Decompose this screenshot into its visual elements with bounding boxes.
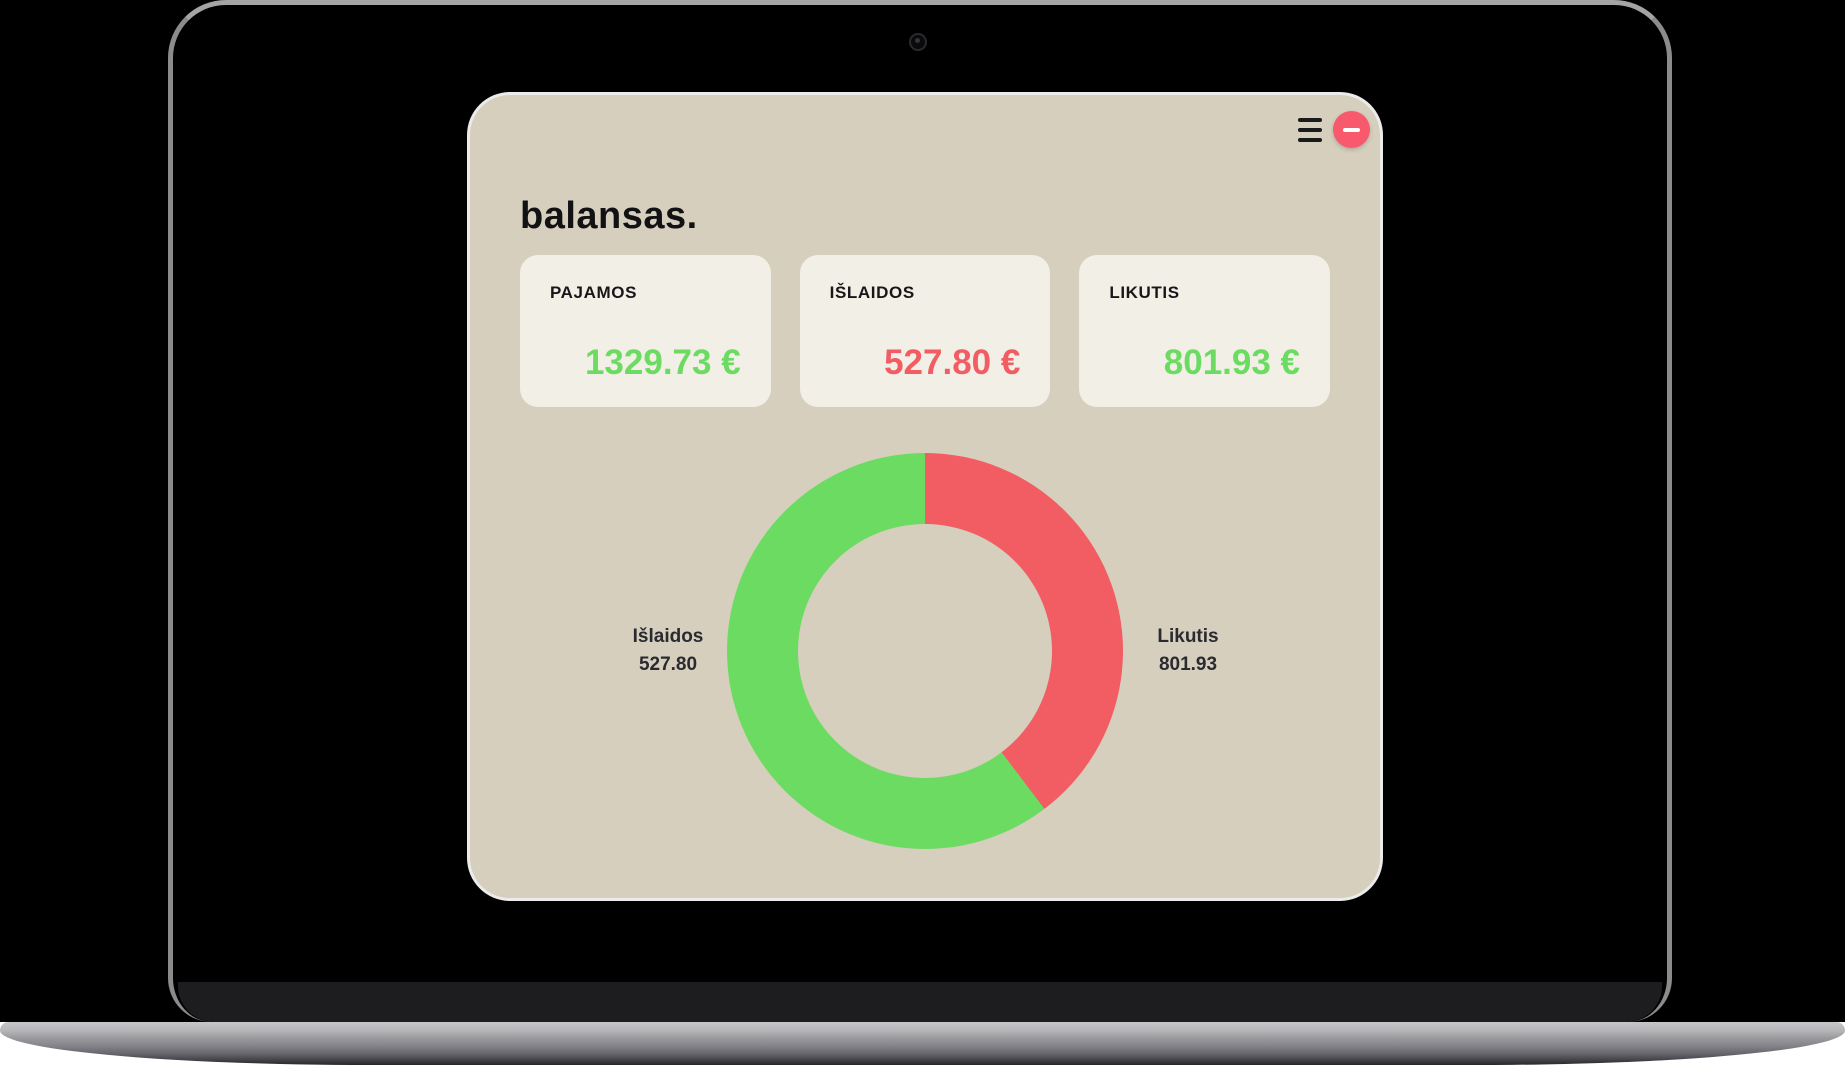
card-islaidos: IŠLAIDOS 527.80 € bbox=[799, 255, 1051, 407]
hamburger-icon bbox=[1298, 118, 1322, 122]
card-label: IŠLAIDOS bbox=[829, 283, 915, 302]
webcam bbox=[909, 33, 927, 51]
card-value: 1329.73 € bbox=[584, 343, 741, 382]
minus-icon bbox=[1343, 127, 1360, 132]
donut-hole bbox=[798, 524, 1052, 778]
donut-chart bbox=[727, 453, 1123, 849]
menu-button[interactable] bbox=[1298, 118, 1324, 142]
card-label: LIKUTIS bbox=[1109, 283, 1180, 302]
card-pajamos: PAJAMOS 1329.73 € bbox=[520, 255, 771, 407]
app-window: balansas. PAJAMOS 1329.73 € IŠLAIDOS 527… bbox=[470, 95, 1380, 898]
chart-label-likutis: Likutis 801.93 bbox=[1157, 626, 1219, 675]
app-logo: balansas. bbox=[520, 195, 698, 237]
card-value: 527.80 € bbox=[884, 343, 1021, 382]
laptop-base bbox=[0, 1022, 1845, 1065]
minimize-button[interactable] bbox=[1333, 111, 1370, 148]
card-likutis: LIKUTIS 801.93 € bbox=[1079, 255, 1331, 407]
card-value: 801.93 € bbox=[1163, 343, 1301, 382]
stat-cards-row: PAJAMOS 1329.73 € IŠLAIDOS 527.80 € LIKU… bbox=[520, 255, 1331, 407]
chart-label-islaidos: Išlaidos 527.80 bbox=[632, 626, 704, 675]
card-label: PAJAMOS bbox=[550, 283, 638, 302]
laptop-hinge bbox=[178, 982, 1662, 1022]
